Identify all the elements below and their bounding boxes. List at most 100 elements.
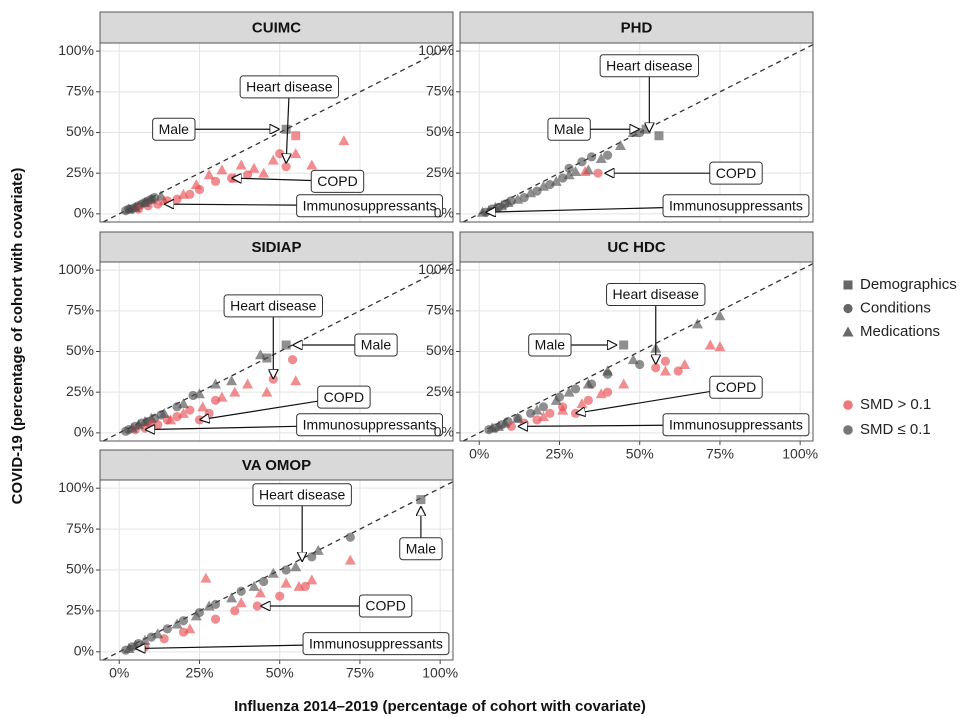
legend-marker bbox=[842, 326, 854, 337]
annotation-box bbox=[709, 375, 763, 399]
annotation-label: Immunosuppressants bbox=[669, 197, 803, 213]
x-tick-label: 50% bbox=[266, 665, 294, 681]
data-point bbox=[512, 193, 524, 204]
data-point bbox=[197, 401, 209, 412]
data-point bbox=[139, 634, 151, 645]
data-point bbox=[248, 162, 260, 173]
data-point bbox=[200, 572, 212, 583]
y-tick-label: 100% bbox=[58, 261, 94, 277]
data-point bbox=[654, 131, 664, 141]
annotation-box bbox=[358, 594, 413, 618]
annotation-box bbox=[302, 632, 450, 656]
y-tick-label: 25% bbox=[66, 383, 94, 399]
y-tick-label: 0% bbox=[74, 643, 94, 659]
annotation-arrow bbox=[164, 204, 297, 205]
data-point bbox=[679, 359, 691, 370]
annotation-box bbox=[547, 117, 591, 141]
panel-title: PHD bbox=[621, 19, 653, 36]
data-point bbox=[258, 167, 270, 178]
data-point bbox=[259, 576, 269, 587]
data-point bbox=[558, 173, 568, 183]
data-point bbox=[235, 159, 247, 170]
data-point bbox=[172, 411, 182, 422]
panel-title: SIDIAP bbox=[251, 239, 301, 256]
data-point bbox=[714, 341, 726, 352]
data-point bbox=[579, 166, 591, 177]
data-point bbox=[338, 135, 350, 146]
data-point bbox=[178, 627, 189, 637]
x-axis-title: Influenza 2014–2019 (percentage of cohor… bbox=[234, 698, 646, 715]
strip bbox=[99, 449, 454, 481]
annotation-box bbox=[399, 537, 443, 561]
identity-line bbox=[462, 44, 814, 223]
data-point bbox=[248, 580, 260, 591]
data-point bbox=[602, 365, 614, 376]
legend-marker bbox=[843, 303, 853, 314]
data-point bbox=[171, 618, 183, 629]
data-point bbox=[216, 164, 228, 175]
data-point bbox=[184, 623, 196, 634]
annotation-box bbox=[709, 161, 763, 185]
data-point bbox=[506, 421, 516, 431]
y-tick-label: 0% bbox=[434, 205, 454, 221]
annotation-label: Male bbox=[361, 337, 392, 353]
data-point bbox=[133, 419, 145, 430]
data-point bbox=[564, 163, 574, 173]
annotation-arrow bbox=[576, 390, 710, 414]
y-tick-label: 50% bbox=[66, 561, 94, 577]
data-point bbox=[550, 394, 562, 405]
data-point bbox=[203, 169, 215, 180]
annotation-box bbox=[528, 333, 572, 357]
data-point bbox=[226, 375, 238, 386]
annotation-arrow bbox=[135, 645, 304, 648]
identity-line bbox=[462, 263, 814, 442]
data-point bbox=[538, 402, 549, 412]
annotation-box bbox=[310, 169, 365, 193]
data-point bbox=[496, 200, 508, 211]
y-tick-label: 25% bbox=[66, 602, 94, 618]
strip bbox=[99, 11, 454, 44]
data-point bbox=[290, 148, 302, 159]
data-point bbox=[595, 388, 607, 399]
data-point bbox=[267, 154, 279, 165]
data-point bbox=[344, 554, 356, 565]
data-point bbox=[158, 407, 170, 418]
data-point bbox=[242, 378, 254, 389]
data-point bbox=[537, 411, 549, 422]
data-point bbox=[261, 386, 273, 397]
y-tick-label: 0% bbox=[74, 205, 94, 221]
data-point bbox=[345, 532, 355, 542]
data-point bbox=[281, 340, 291, 350]
annotation-arrow bbox=[199, 400, 318, 420]
data-point bbox=[152, 628, 164, 639]
data-point bbox=[532, 415, 542, 425]
data-point bbox=[177, 398, 189, 409]
data-point bbox=[595, 153, 607, 164]
data-point bbox=[210, 614, 221, 624]
annotation-label: Heart disease bbox=[246, 79, 333, 95]
data-point bbox=[177, 188, 189, 199]
data-point bbox=[229, 386, 241, 397]
data-point bbox=[129, 201, 141, 212]
annotation-label: COPD bbox=[317, 173, 357, 189]
annotation-label: Male bbox=[535, 337, 566, 353]
data-point bbox=[586, 152, 597, 162]
data-point bbox=[172, 402, 182, 412]
data-point bbox=[146, 632, 156, 642]
annotation-label: Heart disease bbox=[606, 57, 693, 73]
data-point bbox=[178, 616, 189, 626]
annotation-box bbox=[239, 75, 340, 99]
data-point bbox=[545, 408, 555, 418]
data-point bbox=[619, 340, 629, 350]
x-tick-label: 75% bbox=[706, 446, 734, 462]
annotation-box bbox=[252, 483, 352, 507]
data-point bbox=[660, 356, 670, 366]
data-point bbox=[545, 179, 555, 190]
data-point bbox=[659, 365, 671, 376]
data-point bbox=[226, 592, 238, 603]
y-tick-label: 100% bbox=[418, 261, 454, 277]
data-point bbox=[583, 395, 593, 405]
data-point bbox=[123, 643, 135, 654]
annotation-arrow bbox=[486, 208, 664, 213]
